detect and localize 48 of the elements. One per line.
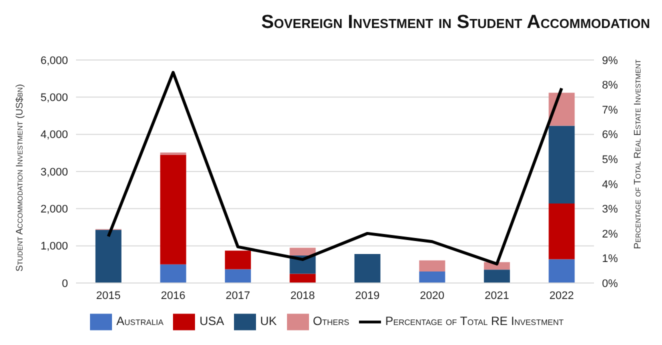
y2-tick-label: 2% (602, 228, 618, 240)
bar (224, 250, 251, 270)
y-tick-label: 5,000 (40, 92, 68, 104)
bar (548, 126, 575, 204)
bar (290, 274, 316, 283)
y-tick-label: 2,000 (40, 204, 68, 216)
y2-tick-label: 1% (602, 253, 618, 266)
y2-tick-label: 4% (602, 178, 618, 191)
legend-label: UK (260, 314, 277, 328)
line-series (106, 70, 564, 266)
y-axis-title: Student Accommodation Investment (US$bn) (14, 84, 26, 272)
legend-label: Percentage of Total RE Investment (385, 314, 564, 328)
x-tick-label: 2020 (420, 290, 444, 302)
legend-label: Australia (116, 314, 164, 328)
x-tick-label: 2015 (96, 290, 121, 302)
bar (548, 203, 575, 260)
legend-label: USA (199, 314, 224, 328)
chart-title: Sovereign Investment in Student Accommodation (261, 12, 650, 34)
bar (160, 154, 186, 264)
legend-label: Others (312, 314, 350, 328)
bar (548, 259, 575, 283)
x-tick-label: 2022 (549, 290, 574, 302)
bar (419, 260, 446, 272)
bar (290, 248, 316, 256)
y-tick-label: 3,000 (40, 166, 68, 178)
x-tick-label: 2016 (160, 290, 186, 302)
bar (160, 264, 186, 283)
y2-tick-label: 7% (602, 104, 618, 116)
bar (224, 269, 251, 283)
y-tick-label: 6,000 (40, 54, 68, 67)
y2-tick-label: 6% (602, 129, 618, 142)
y2-tick-label: 0% (602, 278, 618, 290)
x-tick-label: 2019 (355, 290, 380, 302)
bar (95, 230, 122, 283)
y2-tick-label: 8% (602, 80, 618, 92)
y-tick-label: 1,000 (40, 240, 68, 253)
y2-axis-title: Percentage of Total Real Estate Investment (632, 58, 644, 249)
y2-tick-label: 9% (602, 54, 618, 67)
bar (354, 254, 380, 283)
x-tick-label: 2017 (226, 290, 250, 302)
y2-tick-label: 3% (602, 204, 618, 216)
y2-tick-label: 5% (602, 154, 618, 166)
y-tick-label: 0 (62, 278, 68, 290)
y-tick-label: 4,000 (40, 129, 68, 142)
bar (484, 270, 510, 283)
x-tick-label: 2018 (290, 290, 315, 302)
x-tick-label: 2021 (484, 290, 510, 302)
bar (419, 271, 446, 283)
